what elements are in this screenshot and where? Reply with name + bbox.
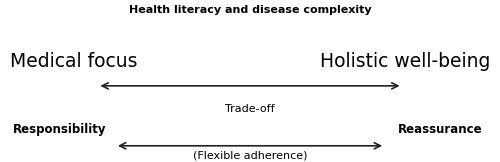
Text: (Flexible adherence): (Flexible adherence) — [193, 150, 307, 160]
Text: Holistic well-being: Holistic well-being — [320, 52, 490, 71]
Text: Reassurance: Reassurance — [398, 123, 482, 136]
Text: Health literacy and disease complexity: Health literacy and disease complexity — [128, 5, 372, 15]
Text: Trade-off: Trade-off — [225, 104, 275, 114]
Text: Responsibility: Responsibility — [13, 123, 107, 136]
Text: Medical focus: Medical focus — [10, 52, 138, 71]
